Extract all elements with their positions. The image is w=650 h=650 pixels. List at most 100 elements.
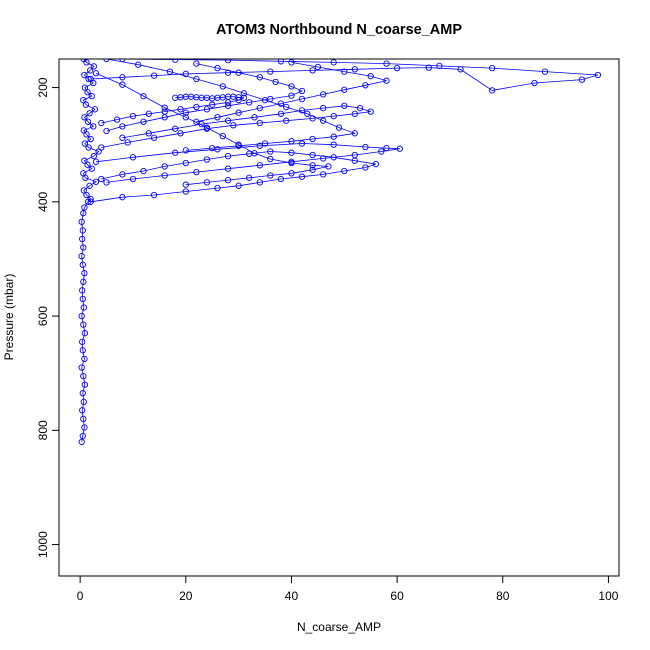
data-point	[214, 114, 221, 121]
data-point	[177, 130, 184, 137]
data-point	[92, 158, 100, 165]
data-point	[235, 96, 242, 104]
data-point	[288, 159, 295, 167]
data-point	[378, 148, 385, 155]
data-point	[246, 174, 253, 181]
data-point	[78, 364, 85, 371]
data-point	[256, 119, 263, 127]
data-point	[356, 104, 364, 112]
data-point	[489, 87, 496, 94]
data-point	[90, 123, 97, 130]
series-8-line	[106, 59, 357, 151]
data-point	[82, 101, 90, 108]
data-point	[80, 187, 87, 194]
x-tick-label: 40	[285, 589, 299, 603]
data-point	[88, 92, 95, 100]
data-point	[224, 117, 232, 124]
data-point	[288, 138, 295, 145]
data-point	[85, 144, 92, 151]
data-point	[314, 63, 322, 71]
data-point	[80, 170, 87, 177]
data-point	[288, 149, 295, 156]
data-point	[113, 116, 121, 123]
data-point	[330, 133, 337, 140]
data-point	[341, 68, 348, 75]
data-point	[90, 63, 98, 70]
series-10-line	[196, 62, 387, 123]
data-point	[81, 330, 89, 337]
y-tick-label: 400	[36, 191, 50, 211]
data-point	[92, 178, 100, 185]
data-point	[84, 88, 91, 96]
data-point	[298, 87, 306, 95]
data-point	[182, 114, 189, 121]
x-tick-label: 0	[77, 589, 84, 603]
data-point	[267, 172, 274, 179]
data-point	[351, 66, 358, 73]
data-point	[80, 321, 87, 328]
data-point	[288, 59, 295, 66]
data-point	[182, 70, 189, 78]
data-point	[256, 162, 263, 169]
series-4-line	[101, 105, 371, 148]
data-point	[436, 62, 443, 70]
chart-title: ATOM3 Northbound N_coarse_AMP	[216, 22, 462, 38]
data-point	[351, 130, 358, 137]
data-point	[84, 118, 92, 125]
data-point	[283, 103, 290, 111]
data-point	[256, 74, 263, 81]
data-point	[320, 104, 327, 112]
data-point	[78, 218, 85, 225]
x-tick-label: 20	[179, 589, 193, 603]
data-point	[161, 172, 168, 179]
data-point	[119, 134, 126, 141]
data-point	[393, 64, 401, 72]
data-point	[161, 163, 168, 170]
data-point	[140, 167, 147, 175]
data-point	[86, 110, 93, 117]
data-point	[309, 166, 316, 173]
data-point	[288, 83, 295, 90]
data-point	[103, 59, 110, 63]
data-point	[90, 152, 98, 160]
data-point	[298, 173, 306, 180]
data-point	[298, 95, 306, 103]
data-point	[267, 155, 274, 163]
data-point	[330, 59, 337, 66]
data-point	[80, 398, 87, 405]
data-point	[304, 110, 311, 117]
data-point	[240, 90, 248, 97]
data-point	[150, 72, 158, 79]
data-layer	[78, 59, 602, 445]
data-point	[335, 124, 343, 131]
data-point	[129, 112, 137, 120]
data-point	[224, 176, 232, 184]
y-axis-label: Pressure (mbar)	[2, 274, 16, 361]
data-point	[224, 102, 232, 109]
data-point	[81, 114, 88, 121]
data-point	[425, 64, 432, 71]
data-point	[103, 179, 110, 186]
data-point	[91, 106, 99, 113]
x-tick-label: 60	[390, 589, 404, 603]
plot-frame	[58, 58, 620, 577]
data-point	[372, 160, 380, 168]
data-point	[341, 86, 348, 93]
data-point	[261, 140, 269, 147]
data-point	[283, 117, 290, 124]
data-point	[367, 72, 374, 80]
data-point	[119, 171, 126, 178]
data-point	[351, 151, 358, 159]
series-2-line	[90, 151, 377, 203]
x-tick-label: 100	[598, 589, 618, 603]
data-point	[88, 165, 95, 172]
data-point	[98, 144, 105, 151]
data-point	[80, 59, 87, 63]
data-point	[383, 60, 390, 67]
data-point	[145, 110, 152, 117]
data-point	[240, 94, 248, 101]
data-point	[150, 134, 158, 141]
data-point	[251, 114, 258, 121]
data-point	[209, 101, 216, 108]
data-point	[119, 194, 126, 201]
